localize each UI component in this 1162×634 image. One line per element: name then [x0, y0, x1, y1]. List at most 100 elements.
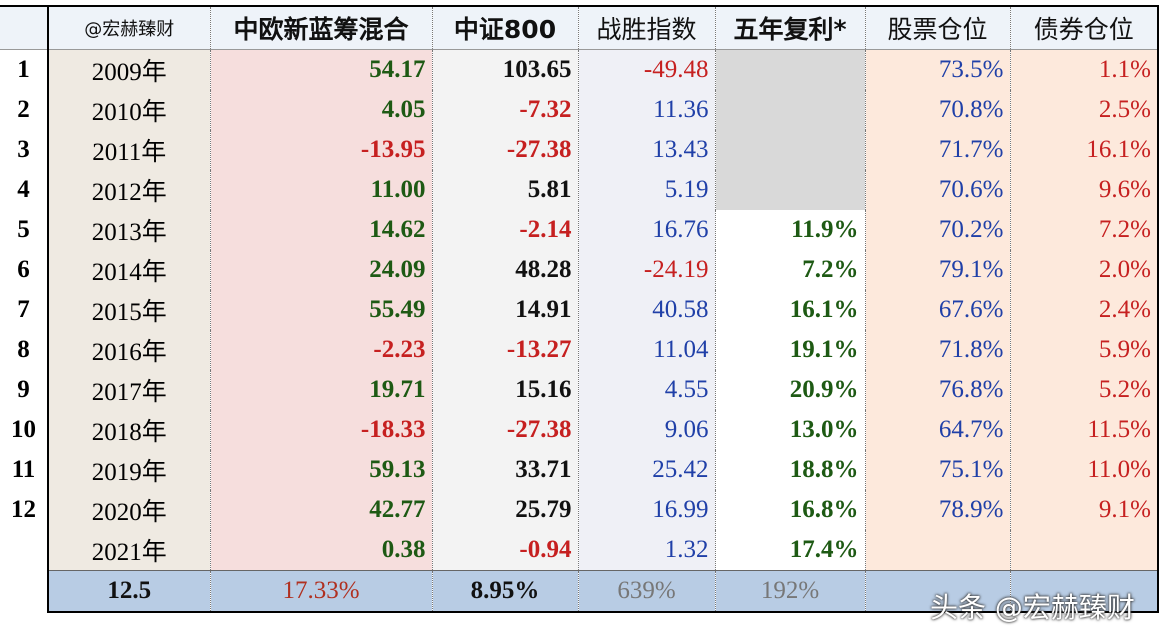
row-number: 1	[0, 49, 48, 90]
data-cell: -13.95	[209, 130, 432, 170]
data-cell: 2011年	[47, 130, 210, 170]
data-cell: 67.6%	[864, 290, 1010, 330]
data-cell: 9.6%	[1009, 170, 1159, 210]
data-row: 2 2010年 4.05 -7.32 11.36 70.8% 2.5%	[0, 90, 1159, 130]
data-row: 8 2016年 -2.23 -13.27 11.04 19.1% 71.8% 5.9%	[0, 330, 1159, 370]
data-cell: -18.33	[209, 410, 432, 450]
data-cell: 11.00	[209, 170, 432, 210]
watermark: 头条 @宏赫臻财	[930, 591, 1135, 624]
data-cell: 11.0%	[1009, 450, 1159, 490]
data-cell: -24.19	[577, 250, 715, 290]
data-cell: 24.09	[209, 250, 432, 290]
data-cell: 33.71	[431, 450, 578, 490]
data-cell: 2014年	[47, 250, 210, 290]
header-cell: 五年复利*	[714, 5, 865, 50]
data-cell: 16.1%	[1009, 130, 1159, 170]
row-number	[0, 530, 48, 571]
header-cell: @宏赫臻财	[47, 5, 210, 50]
row-number: 6	[0, 250, 48, 290]
row-number: 7	[0, 290, 48, 330]
data-cell: 73.5%	[864, 49, 1010, 90]
data-row: 10 2018年 -18.33 -27.38 9.06 13.0% 64.7% 11.5%	[0, 410, 1159, 450]
data-cell: 17.4%	[714, 530, 865, 571]
header-cell: 中欧新蓝筹混合	[209, 5, 432, 50]
data-cell	[714, 90, 865, 130]
row-number: 3	[0, 130, 48, 170]
data-row: 2021年 0.38 -0.94 1.32 17.4%	[0, 530, 1159, 571]
data-cell	[864, 530, 1010, 571]
data-cell: 2.0%	[1009, 250, 1159, 290]
data-cell: 2019年	[47, 450, 210, 490]
row-number	[0, 570, 48, 612]
data-cell: 16.8%	[714, 490, 865, 530]
data-cell: 1.32	[577, 530, 715, 571]
data-cell: 55.49	[209, 290, 432, 330]
data-row: 11 2019年 59.13 33.71 25.42 18.8% 75.1% 11.0%	[0, 450, 1159, 490]
data-cell: 14.62	[209, 210, 432, 250]
data-cell: 70.6%	[864, 170, 1010, 210]
data-cell: -2.23	[209, 330, 432, 370]
data-cell	[1009, 530, 1159, 571]
data-cell	[714, 170, 865, 210]
data-cell: 11.9%	[714, 210, 865, 250]
data-cell: 9.1%	[1009, 490, 1159, 530]
footer-cell: 639%	[577, 570, 715, 613]
data-cell: 4.55	[577, 370, 715, 410]
data-cell: 59.13	[209, 450, 432, 490]
data-cell: 54.17	[209, 49, 432, 90]
data-cell: 20.9%	[714, 370, 865, 410]
data-cell: 71.7%	[864, 130, 1010, 170]
data-cell: 1.1%	[1009, 49, 1159, 90]
data-cell	[714, 130, 865, 170]
data-cell: 0.38	[209, 530, 432, 571]
data-cell: 75.1%	[864, 450, 1010, 490]
row-number: 4	[0, 170, 48, 210]
row-number: 10	[0, 410, 48, 450]
header-row: @宏赫臻财 中欧新蓝筹混合 中证800 战胜指数 五年复利* 股票仓位 债券仓位	[0, 5, 1159, 50]
footer-row: 12.5 17.33% 8.95% 639% 192%	[0, 570, 1159, 613]
footer-cell: 192%	[714, 570, 865, 613]
data-cell: -27.38	[431, 410, 578, 450]
data-cell: 13.0%	[714, 410, 865, 450]
data-cell: 25.42	[577, 450, 715, 490]
data-cell: 14.91	[431, 290, 578, 330]
data-cell: 2012年	[47, 170, 210, 210]
data-cell: 5.81	[431, 170, 578, 210]
data-row: 4 2012年 11.00 5.81 5.19 70.6% 9.6%	[0, 170, 1159, 210]
data-cell: 76.8%	[864, 370, 1010, 410]
data-cell: 40.58	[577, 290, 715, 330]
data-cell: 70.2%	[864, 210, 1010, 250]
header-cell: 债券仓位	[1009, 5, 1159, 50]
data-cell: 16.76	[577, 210, 715, 250]
data-cell: -13.27	[431, 330, 578, 370]
data-cell: 42.77	[209, 490, 432, 530]
footer-cell	[1009, 570, 1159, 613]
footer-cell: 17.33%	[209, 570, 432, 613]
data-cell: 2.5%	[1009, 90, 1159, 130]
data-cell: 7.2%	[1009, 210, 1159, 250]
data-row: 9 2017年 19.71 15.16 4.55 20.9% 76.8% 5.2%	[0, 370, 1159, 410]
data-cell: 16.99	[577, 490, 715, 530]
data-cell: 5.9%	[1009, 330, 1159, 370]
header-cell: 中证800	[431, 5, 578, 50]
data-cell: 48.28	[431, 250, 578, 290]
data-cell: 19.1%	[714, 330, 865, 370]
data-cell: 103.65	[431, 49, 578, 90]
data-cell: 11.04	[577, 330, 715, 370]
row-number: 12	[0, 490, 48, 530]
row-number: 9	[0, 370, 48, 410]
data-cell: 70.8%	[864, 90, 1010, 130]
data-row: 3 2011年 -13.95 -27.38 13.43 71.7% 16.1%	[0, 130, 1159, 170]
footer-cell: 12.5	[47, 570, 210, 613]
data-cell: -49.48	[577, 49, 715, 90]
data-cell: 7.2%	[714, 250, 865, 290]
header-cell: 战胜指数	[577, 5, 715, 50]
data-cell: 2013年	[47, 210, 210, 250]
data-row: 5 2013年 14.62 -2.14 16.76 11.9% 70.2% 7.2%	[0, 210, 1159, 250]
data-cell: 2009年	[47, 49, 210, 90]
data-cell: 78.9%	[864, 490, 1010, 530]
footer-cell: 8.95%	[431, 570, 578, 613]
data-cell: 16.1%	[714, 290, 865, 330]
data-cell: 11.5%	[1009, 410, 1159, 450]
